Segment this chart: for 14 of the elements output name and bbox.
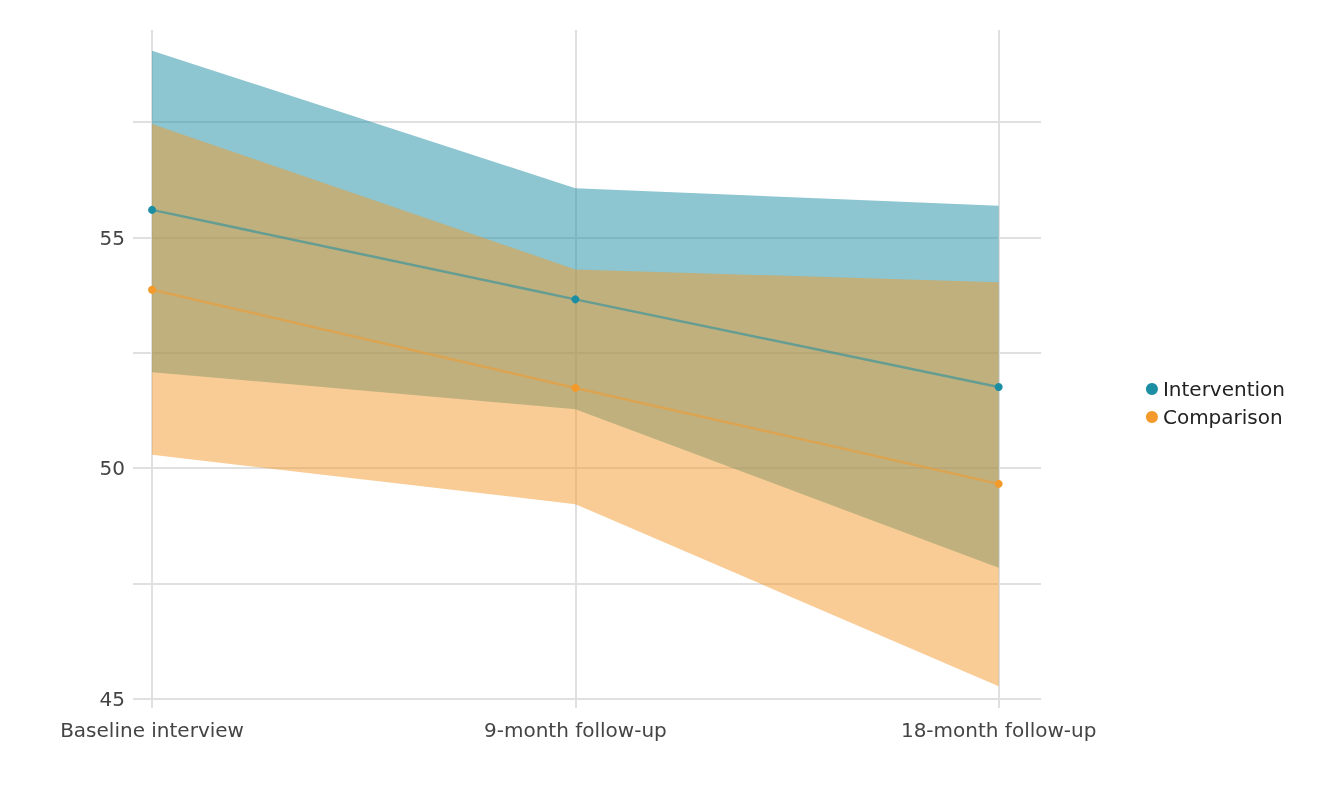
point	[994, 382, 1003, 391]
point	[571, 295, 580, 304]
point	[148, 205, 157, 214]
point	[571, 383, 580, 392]
y-tick-label: 50	[99, 456, 125, 481]
point	[148, 285, 157, 294]
point	[994, 479, 1003, 488]
legend-label: Comparison	[1162, 405, 1283, 429]
x-tick-label: Baseline interview	[60, 718, 244, 742]
x-tick-label: 18-month follow-up	[900, 718, 1097, 742]
x-tick-label: 9-month follow-up	[483, 718, 667, 742]
y-tick-label: 55	[99, 225, 125, 250]
y-tick-label: 45	[99, 686, 125, 711]
legend-label: Intervention	[1162, 377, 1286, 401]
